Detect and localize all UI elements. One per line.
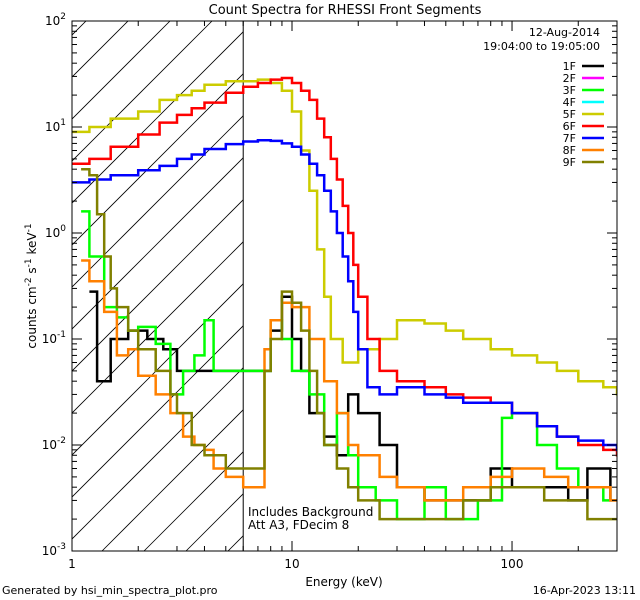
time-range-label: 19:04:00 to 19:05:00 xyxy=(483,40,600,53)
legend-label-9F: 9F xyxy=(563,156,576,169)
hatch-line xyxy=(72,21,171,120)
y-tick-label: 102 xyxy=(45,12,66,28)
series-layer xyxy=(72,76,617,521)
hatch-line xyxy=(72,157,244,330)
hatch-line xyxy=(270,0,640,551)
axis-ticks xyxy=(71,20,618,552)
series-line-9F xyxy=(81,167,617,521)
x-tick-label-1: 1 xyxy=(68,557,76,571)
legend-label-4F: 4F xyxy=(563,96,576,109)
hatch-line xyxy=(72,199,244,372)
legend-label-2F: 2F xyxy=(563,72,576,85)
hatch-line xyxy=(72,241,244,414)
generated-by-label: Generated by hsi_min_spectra_plot.pro xyxy=(2,584,218,597)
y-tick-labels: 10-3 10-2 10-1 100 101 102 xyxy=(42,12,67,558)
plot-frame xyxy=(71,20,618,552)
x-tick-label-100: 100 xyxy=(501,557,524,571)
y-tick-label: 10-1 xyxy=(42,330,66,346)
hatch-line xyxy=(72,115,244,288)
legend-label-3F: 3F xyxy=(563,84,576,97)
legend-label-8F: 8F xyxy=(563,144,576,157)
chart-title: Count Spectra for RHESSI Front Segments xyxy=(209,3,482,18)
series-line-7F xyxy=(72,138,617,452)
series-line-5F xyxy=(72,78,617,396)
hatch-line xyxy=(143,451,244,551)
y-axis-label: counts cm-2 s-1 keV-1 xyxy=(24,223,39,348)
y-tick-label: 101 xyxy=(45,118,66,134)
y-tick-label: 10-3 xyxy=(42,542,66,558)
hatched-region xyxy=(72,0,640,551)
annotation-background: Includes Background xyxy=(248,505,373,519)
hatch-line xyxy=(72,21,87,36)
hatch-line xyxy=(72,21,129,78)
hatch-line xyxy=(101,409,244,551)
x-tick-label-10: 10 xyxy=(284,557,299,571)
annotation-attenuator: Att A3, FDecim 8 xyxy=(248,518,349,532)
series-line-8F xyxy=(81,259,617,502)
timestamp-label: 16-Apr-2023 13:11 xyxy=(533,584,636,597)
legend-label-5F: 5F xyxy=(563,108,576,121)
x-axis-label: Energy (keV) xyxy=(305,575,382,589)
hatch-line xyxy=(72,73,244,246)
y-tick-label: 100 xyxy=(45,224,66,240)
y-tick-label: 10-2 xyxy=(42,436,66,452)
legend-label-1F: 1F xyxy=(563,60,576,73)
hatch-line xyxy=(72,31,244,204)
legend-label-7F: 7F xyxy=(563,132,576,145)
hatch-line xyxy=(72,21,213,162)
date-label: 12-Aug-2014 xyxy=(529,26,600,39)
hatch-line xyxy=(72,367,244,540)
legend-label-6F: 6F xyxy=(563,120,576,133)
hatch-line xyxy=(72,325,244,498)
series-line-1F xyxy=(89,290,617,502)
